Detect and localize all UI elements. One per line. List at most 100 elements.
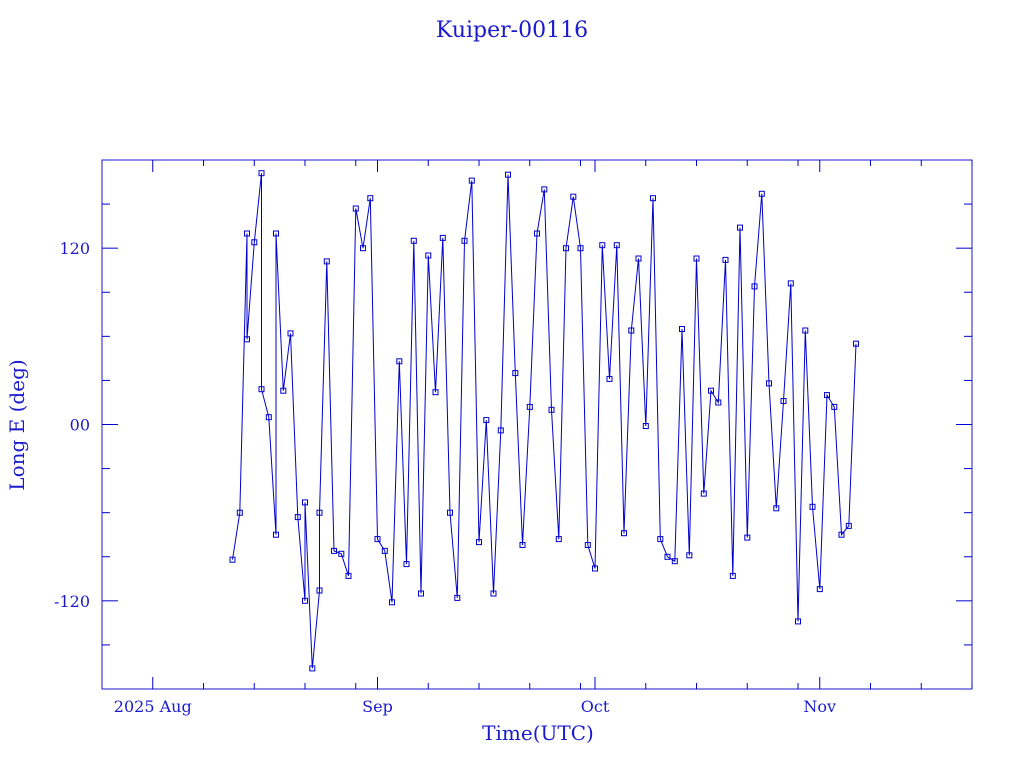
data-point: [816, 586, 823, 593]
data-point: [294, 514, 301, 521]
data-point: [244, 336, 250, 343]
data-point: [251, 239, 258, 246]
data-point: [693, 255, 700, 262]
data-point: [722, 256, 729, 263]
data-point: [280, 387, 287, 394]
data-point: [425, 252, 432, 259]
data-point: [737, 224, 743, 231]
data-point: [853, 340, 859, 347]
data-point: [845, 522, 852, 529]
data-point: [766, 380, 772, 387]
data-point: [642, 423, 649, 429]
data-point: [338, 550, 345, 557]
data-point: [744, 534, 751, 541]
data-point: [613, 242, 620, 249]
data-point: [592, 565, 598, 572]
data-point: [548, 406, 555, 413]
data-point: [534, 230, 540, 237]
data-point: [505, 171, 511, 178]
data-point: [302, 597, 308, 604]
data-point: [403, 561, 410, 568]
data-point: [468, 177, 475, 184]
data-point: [599, 242, 606, 249]
data-point: [316, 587, 323, 594]
x-axis-label: Time(UTC): [482, 721, 594, 745]
data-point: [309, 665, 316, 672]
data-point: [323, 258, 330, 265]
data-point: [244, 230, 250, 237]
data-point: [635, 255, 642, 262]
data-point: [418, 590, 424, 597]
data-point: [352, 205, 359, 212]
data-point: [258, 170, 265, 177]
data-point: [258, 386, 265, 393]
data-point: [316, 509, 323, 516]
data-point: [265, 414, 272, 421]
data-point: [555, 536, 562, 543]
data-point: [686, 552, 693, 559]
data-point: [229, 556, 236, 563]
data-point: [302, 499, 308, 506]
data-point: [570, 193, 577, 200]
data-point: [519, 542, 526, 548]
x-tick-label: 2025 Aug: [114, 697, 192, 716]
data-point: [461, 237, 468, 244]
data-point: [657, 536, 664, 543]
data-point: [273, 531, 279, 538]
data-point: [273, 230, 279, 237]
data-point: [671, 558, 678, 565]
data-point: [758, 190, 765, 197]
data-point: [410, 237, 417, 244]
data-point: [606, 375, 613, 382]
data-point: [715, 399, 722, 406]
y-tick-label: 120: [59, 239, 90, 258]
data-point: [628, 327, 635, 334]
data-point: [483, 417, 490, 424]
data-point: [831, 403, 838, 410]
data-point: [795, 618, 801, 625]
data-points: [229, 170, 859, 672]
data-point: [824, 392, 830, 399]
series-line: [232, 173, 857, 669]
data-point: [809, 503, 816, 510]
data-point: [708, 387, 714, 394]
data-point: [512, 370, 519, 377]
data-point: [432, 389, 439, 396]
data-point: [802, 327, 809, 334]
data-point: [773, 505, 780, 512]
data-point: [454, 594, 461, 601]
data-point: [621, 530, 627, 537]
data-point: [476, 539, 482, 546]
data-point: [236, 509, 243, 516]
data-point: [780, 398, 787, 404]
data-point: [287, 330, 294, 337]
data-point: [584, 542, 591, 548]
data-point: [367, 195, 374, 202]
data-point: [577, 245, 584, 252]
data-point: [563, 245, 569, 252]
data-point: [787, 280, 794, 287]
data-point: [751, 283, 758, 290]
data-point: [679, 326, 685, 332]
y-axis-label: Long E (deg): [5, 359, 29, 490]
data-point: [838, 531, 845, 538]
data-point: [360, 245, 366, 252]
data-point: [700, 490, 707, 497]
data-point: [381, 547, 388, 554]
y-tick-label: 00: [70, 416, 90, 435]
data-point: [526, 403, 533, 410]
data-point: [664, 553, 671, 560]
data-point: [447, 509, 453, 516]
data-point: [439, 234, 446, 241]
data-point: [650, 195, 656, 202]
data-point: [331, 547, 337, 554]
x-tick-label: Sep: [362, 697, 393, 716]
series-layer: [232, 173, 857, 669]
y-tick-label: -120: [54, 592, 90, 611]
x-tick-label: Nov: [803, 697, 836, 716]
data-point: [374, 536, 381, 543]
axis-ticks: 2025 Aug Sep Oct Nov -120 00 120: [54, 160, 973, 716]
data-point: [345, 572, 352, 579]
data-point: [497, 427, 504, 434]
